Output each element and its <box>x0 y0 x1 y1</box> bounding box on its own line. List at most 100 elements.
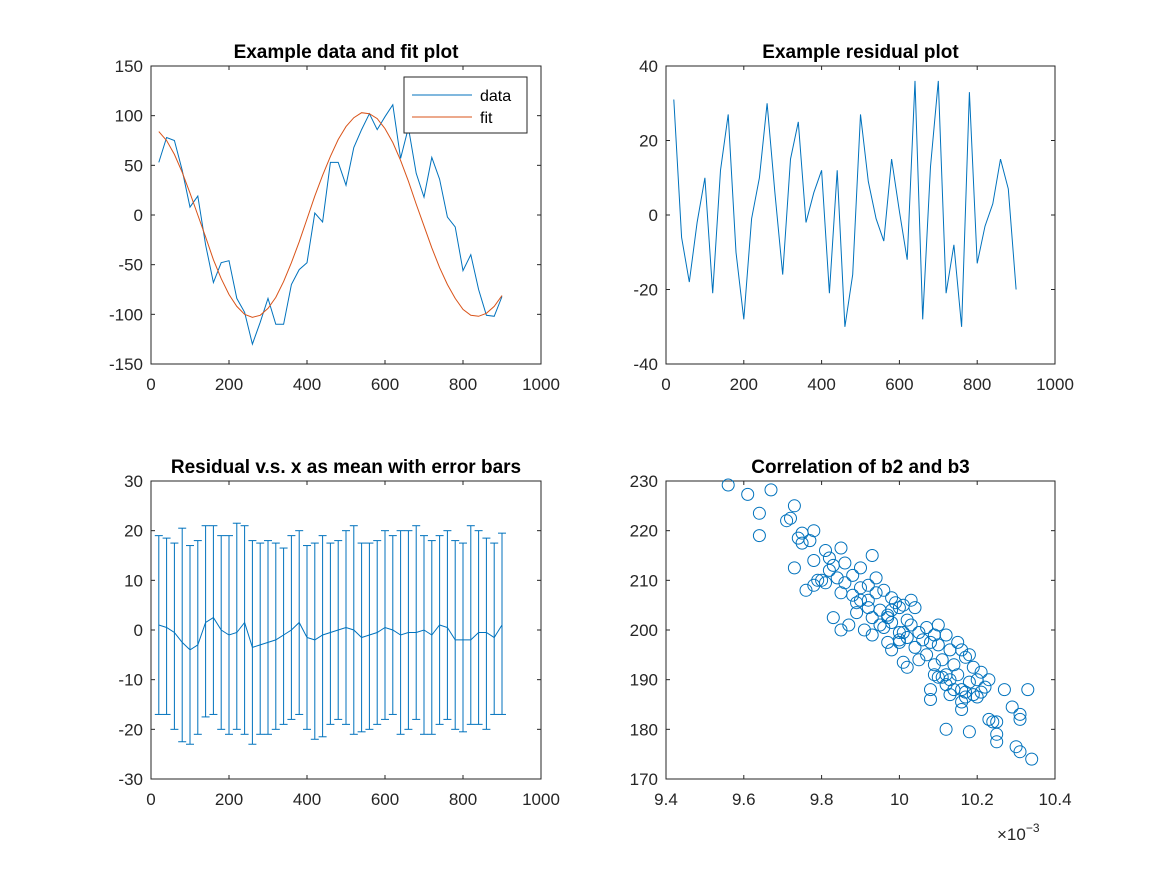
y-tick-label: 150 <box>115 57 143 76</box>
scatter-point <box>799 583 813 597</box>
plot-residual-errorbars: Residual v.s. x as mean with error bars 0… <box>118 457 559 809</box>
scatter-point <box>1009 740 1023 754</box>
error-bar <box>264 540 272 735</box>
scatter-point <box>815 573 829 587</box>
scatter-point <box>803 534 817 548</box>
y-tick-label: -100 <box>109 305 143 324</box>
scatter-point <box>900 631 914 644</box>
error-bar <box>388 535 397 715</box>
error-bar <box>435 535 444 725</box>
x-tick-label: 1000 <box>1036 375 1074 394</box>
scatter-point <box>892 626 906 639</box>
scatter-point <box>819 544 832 557</box>
scatter-point <box>955 643 969 657</box>
scatter-point <box>795 526 809 540</box>
series-line-fit <box>158 112 503 318</box>
scatter-point <box>881 608 895 622</box>
scatter-point <box>721 478 735 492</box>
error-bar <box>412 525 421 720</box>
scatter-point <box>787 561 801 575</box>
scatter-point <box>966 660 980 674</box>
y-tick-label: 200 <box>630 621 658 640</box>
error-bar <box>427 540 436 735</box>
scatter-point <box>955 683 969 697</box>
error-bar <box>318 535 327 738</box>
plot-title: Residual v.s. x as mean with error bars <box>171 457 521 478</box>
scatter-point <box>869 571 883 585</box>
scatter-point <box>912 653 926 667</box>
x-tick-label: 200 <box>215 790 243 809</box>
scatter-point <box>939 628 953 642</box>
scatter-point <box>780 514 794 528</box>
scatter-point <box>787 499 801 513</box>
scatter-point <box>861 601 875 615</box>
error-bar <box>178 527 187 743</box>
error-bar <box>498 532 506 715</box>
scatter-point <box>881 635 895 649</box>
scatter-point <box>935 653 949 667</box>
scatter-point <box>1025 752 1039 766</box>
error-bar <box>217 535 226 730</box>
scatter-point <box>1013 707 1027 721</box>
scatter-point <box>854 581 867 595</box>
scatter-point <box>924 693 937 706</box>
y-tick-label: -30 <box>118 770 143 789</box>
scatter-point <box>939 678 953 692</box>
x-exponent-power: −3 <box>1026 821 1040 835</box>
scatter-point <box>927 668 941 682</box>
error-bar <box>490 542 499 715</box>
scatter-point <box>885 643 899 657</box>
scatter-point <box>904 618 918 632</box>
scatter-point <box>1013 745 1027 759</box>
error-bar <box>186 545 194 745</box>
scatter-point <box>896 655 910 669</box>
scatter-point <box>982 673 996 687</box>
scatter-point <box>990 735 1004 749</box>
plot-correlation-b2-b3: Correlation of b2 and b3 9.4 9.6 9.8 10 10.2 1… <box>630 457 1072 844</box>
y-tick-label: 20 <box>639 132 658 151</box>
scatter-point <box>916 633 930 647</box>
x-tick-label: 9.6 <box>732 790 756 809</box>
scatter-point <box>924 635 937 649</box>
x-tick-label: 1000 <box>522 375 560 394</box>
x-tick-label: 400 <box>293 375 321 394</box>
x-tick-label: 0 <box>146 790 155 809</box>
scatter-point <box>959 685 972 699</box>
scatter-point <box>857 623 871 637</box>
scatter-point <box>892 633 906 647</box>
scatter-point <box>877 583 891 597</box>
x-tick-label: 400 <box>293 790 321 809</box>
error-bar <box>209 525 218 715</box>
scatter-point <box>962 725 976 739</box>
scatter-point <box>959 650 972 664</box>
error-bar <box>279 547 288 725</box>
scatter-point <box>838 556 852 570</box>
x-tick-label: 800 <box>449 375 477 394</box>
x-tick-label: 600 <box>371 790 399 809</box>
axes-box <box>665 65 1056 365</box>
scatter-point <box>850 606 864 620</box>
error-bar <box>459 542 467 733</box>
scatter-point <box>865 549 879 562</box>
x-tick-label: 0 <box>146 375 155 394</box>
scatter-point <box>978 680 992 694</box>
legend-box <box>403 76 528 134</box>
scatter-point <box>861 578 875 592</box>
scatter-point <box>854 593 867 607</box>
scatter-point <box>931 638 945 652</box>
scatter-point <box>962 648 976 662</box>
scatter-point <box>997 683 1011 697</box>
error-bar <box>474 530 483 725</box>
x-tick-label: 600 <box>885 375 913 394</box>
scatter-point <box>955 703 969 716</box>
x-tick-label: 200 <box>730 375 758 394</box>
scatter-point <box>939 722 953 736</box>
scatter-point <box>877 621 891 634</box>
x-tick-label: 10.4 <box>1038 790 1071 809</box>
scatter-point <box>850 596 864 610</box>
scatter-point <box>873 618 887 632</box>
scatter-point <box>935 670 949 684</box>
legend-entry-fit: fit <box>480 110 493 127</box>
